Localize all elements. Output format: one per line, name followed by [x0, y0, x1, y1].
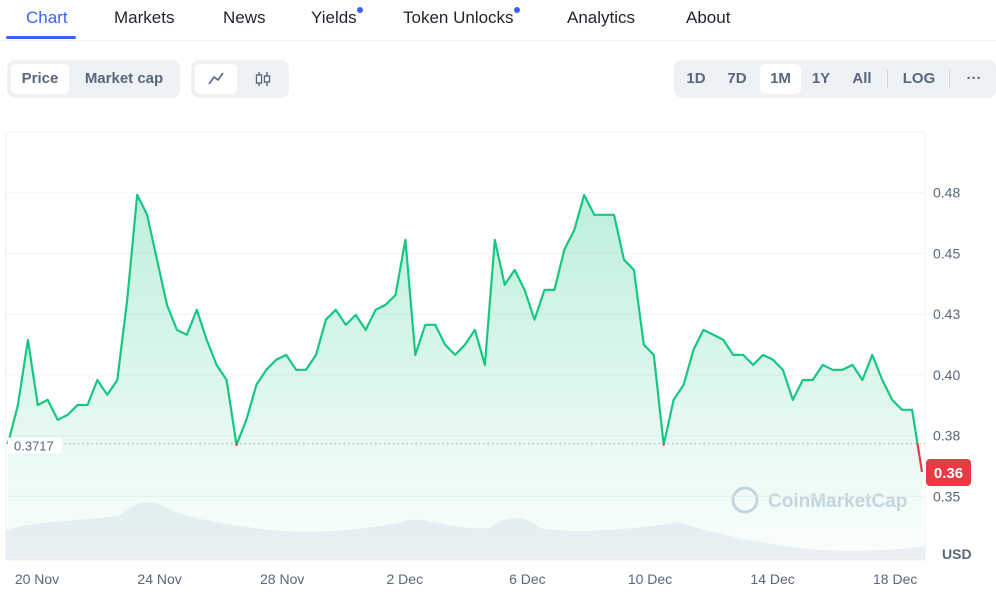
y-tick-label: 0.43	[933, 306, 960, 322]
x-tick-label: 28 Nov	[260, 571, 304, 587]
open-price-label-bg	[8, 437, 62, 454]
range-button[interactable]: All	[852, 70, 872, 87]
y-tick-label: 0.45	[933, 245, 960, 261]
price-area	[8, 194, 922, 557]
candle-chart-button[interactable]	[241, 64, 285, 94]
price-button[interactable]: Price	[11, 64, 69, 94]
watermark: CoinMarketCap	[731, 486, 907, 514]
separator	[887, 70, 888, 88]
plot-frame	[5, 131, 926, 561]
new-dot	[513, 7, 520, 13]
x-tick-label: 14 Dec	[750, 571, 794, 587]
range-toggle: 1D 7D 1M 1Y All LOG ···	[674, 60, 996, 98]
open-price-label: 0.3717	[14, 439, 54, 454]
unit-label: USD	[942, 546, 972, 562]
y-tick-label: 0.35	[933, 488, 960, 504]
x-tick-label: 10 Dec	[628, 571, 672, 587]
y-tick-label: 0.48	[933, 185, 960, 201]
chart-type-toggle	[191, 60, 289, 98]
tab[interactable]: Analytics	[567, 8, 636, 27]
y-tick-label: 0.40	[933, 367, 960, 383]
tab[interactable]: News	[223, 8, 266, 27]
x-tick-label: 6 Dec	[509, 571, 546, 587]
volume-area	[6, 502, 925, 560]
x-tick-label: 20 Nov	[15, 571, 59, 587]
tab[interactable]: Yields	[311, 7, 363, 28]
line-chart-button[interactable]	[195, 64, 237, 94]
x-tick-label: 2 Dec	[387, 571, 424, 587]
market-cap-button[interactable]: Market cap	[84, 70, 164, 87]
tab[interactable]: Token Unlocks	[403, 7, 520, 28]
more-button[interactable]: ···	[966, 70, 982, 87]
x-tick-label: 24 Nov	[137, 571, 181, 587]
candle-icon	[255, 72, 271, 86]
metric-toggle: Price Market cap	[7, 60, 180, 98]
log-button[interactable]: LOG	[902, 70, 936, 87]
tab[interactable]: Chart	[26, 8, 68, 27]
new-dot	[356, 7, 363, 13]
range-button[interactable]: 1Y	[811, 70, 831, 87]
x-tick-label: 18 Dec	[873, 571, 917, 587]
range-button[interactable]: 1M	[760, 64, 801, 94]
separator	[949, 70, 950, 88]
line-icon	[208, 72, 224, 85]
current-price-label: 0.36	[934, 465, 963, 482]
range-button[interactable]: 7D	[727, 70, 747, 87]
range-button[interactable]: 1D	[686, 70, 706, 87]
tab-bar: Chart Markets News Yields Token Unlocks …	[0, 0, 996, 41]
tab-label: Token Unlocks	[403, 8, 514, 27]
tab[interactable]: About	[686, 8, 731, 27]
current-price-badge	[926, 459, 971, 486]
watermark-text: CoinMarketCap	[768, 491, 907, 512]
tab-label: Yields	[311, 8, 357, 27]
y-tick-label: 0.38	[933, 428, 960, 444]
price-line	[6, 193, 924, 473]
tab[interactable]: Markets	[114, 8, 175, 27]
active-underline	[6, 36, 76, 39]
